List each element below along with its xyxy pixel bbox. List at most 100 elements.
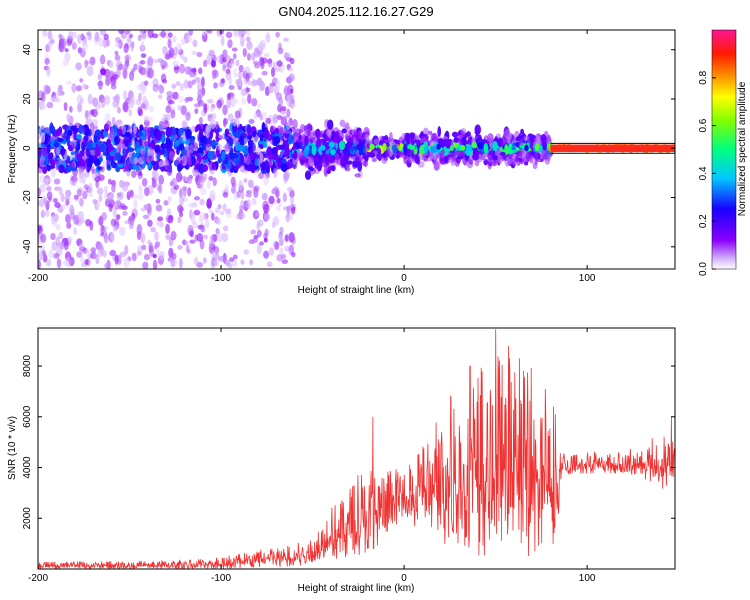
spectrogram-cell bbox=[250, 163, 256, 173]
spectrogram-cell bbox=[38, 128, 42, 140]
spectrogram-cell bbox=[369, 143, 375, 150]
spectrogram-cell bbox=[70, 125, 75, 132]
spectrogram-cell bbox=[242, 145, 249, 156]
spectrogram-cell bbox=[132, 194, 139, 200]
spectrogram-cell bbox=[72, 31, 78, 39]
spectrogram-cell bbox=[160, 143, 166, 150]
spectrogram-cell bbox=[122, 148, 127, 156]
spectrogram-cell bbox=[60, 133, 66, 138]
spectrogram-cell bbox=[156, 153, 161, 160]
spectrogram-cell bbox=[474, 160, 480, 167]
spectrogram-cell bbox=[177, 216, 182, 224]
spectrogram-cell bbox=[154, 231, 159, 241]
spectrogram-cell bbox=[158, 251, 165, 260]
spectrogram-cell bbox=[354, 156, 359, 165]
spectrogram-cell bbox=[247, 80, 252, 86]
spectrogram-cell bbox=[211, 69, 218, 75]
spectrogram-cell bbox=[83, 135, 89, 142]
spectrogram-cell bbox=[327, 119, 334, 130]
spectrogram-cell bbox=[247, 134, 253, 141]
spectrogram-cell bbox=[224, 184, 230, 189]
spectrogram-cell bbox=[254, 63, 260, 69]
spectrogram-cell bbox=[41, 91, 46, 102]
spectrogram-cell bbox=[100, 68, 107, 76]
spectrogram-cell bbox=[44, 58, 50, 65]
spectrogram-cell bbox=[137, 34, 142, 42]
snr-x-tick-label: -100 bbox=[211, 573, 231, 584]
spectrogram-cell bbox=[38, 147, 42, 157]
spectrogram-cell bbox=[52, 198, 58, 203]
spectrogram-cell bbox=[474, 124, 481, 136]
spectrogram-cell bbox=[46, 144, 51, 154]
spectrogram-cell bbox=[257, 103, 262, 109]
spectrogram-cell bbox=[90, 149, 96, 156]
spectrogram-cell bbox=[222, 203, 227, 212]
spectrogram-cell bbox=[203, 103, 208, 114]
spectrogram-cell bbox=[263, 203, 270, 214]
snr-series-line bbox=[38, 329, 675, 569]
spectrogram-cell bbox=[540, 152, 546, 162]
spectrogram-cell bbox=[117, 191, 125, 200]
spectrogram-cell bbox=[290, 195, 295, 205]
spectrogram-cell bbox=[130, 41, 135, 48]
spectrogram-cell bbox=[102, 130, 109, 138]
spectrogram-cell bbox=[208, 240, 214, 249]
colorbar-tick-label: 0.8 bbox=[698, 70, 709, 84]
spectrogram-cell bbox=[324, 142, 330, 150]
spectrogram-cell bbox=[170, 230, 177, 241]
spectrogram-cell bbox=[198, 215, 203, 224]
spectrogram-cell bbox=[218, 134, 225, 139]
spectrogram-cell bbox=[64, 48, 69, 53]
spectrogram-cell bbox=[524, 144, 529, 152]
spectrogram-cell bbox=[477, 153, 483, 163]
spectrogram-cell bbox=[244, 154, 252, 166]
spectrogram-cell bbox=[140, 150, 146, 162]
spectrogram-cell bbox=[45, 258, 52, 267]
spectrogram-cell bbox=[225, 261, 231, 267]
spectrogram-cell bbox=[98, 215, 104, 227]
spectrogram-cell bbox=[78, 242, 84, 252]
spectrogram-cell bbox=[214, 261, 219, 267]
spectrogram-cell bbox=[38, 224, 41, 236]
spectrogram-cell bbox=[152, 84, 159, 92]
spectrogram-cell bbox=[138, 65, 143, 74]
spectrogram-cell bbox=[114, 199, 121, 207]
spectrogram-cell bbox=[205, 218, 210, 229]
spectrogram-cell bbox=[230, 176, 236, 186]
spectrogram-cell bbox=[64, 195, 71, 201]
spectrogram-cell bbox=[105, 75, 111, 87]
spectrogram-cell bbox=[260, 61, 265, 70]
spectrogram-cell bbox=[135, 147, 141, 154]
spectrogram-cell bbox=[201, 164, 209, 173]
spectrogram-cell bbox=[161, 79, 168, 84]
spectrogram-cell bbox=[99, 54, 106, 65]
spectrogram-cell bbox=[257, 49, 262, 58]
spectrogram-cell bbox=[155, 219, 161, 227]
spectrogram-cell bbox=[240, 190, 245, 200]
spectrogram-cell bbox=[511, 146, 516, 151]
spectrogram-cell bbox=[142, 95, 148, 106]
spectrogram-cell bbox=[286, 121, 291, 130]
spectrogram-cell bbox=[124, 220, 131, 225]
spectrogram-cell bbox=[46, 66, 51, 77]
spectrogram-cell bbox=[245, 199, 252, 210]
spectrogram-cell bbox=[540, 133, 547, 143]
spectrogram-cell bbox=[256, 243, 262, 255]
spectrogram-cell bbox=[123, 62, 129, 71]
spectrogram-cell bbox=[121, 124, 127, 135]
spectrogram-cell bbox=[60, 148, 66, 156]
spectrogram-cell bbox=[546, 135, 552, 144]
spectrogram-cell bbox=[238, 179, 243, 190]
spectrogram-cell bbox=[192, 169, 199, 177]
spectrogram-cell bbox=[265, 117, 272, 125]
spectrogram-cell bbox=[192, 142, 198, 149]
spectrogram-cell bbox=[133, 157, 139, 165]
spectrogram-cell bbox=[234, 110, 241, 119]
spectrogram-cell bbox=[238, 64, 244, 73]
snr-panel: -200 -100 0 100 2000 4000 6000 8000 Height of s… bbox=[7, 327, 676, 594]
figure-title: GN04.2025.112.16.27.G29 bbox=[278, 4, 433, 19]
spectrogram-cell bbox=[427, 152, 432, 158]
snr-y-tick-label: 6000 bbox=[22, 405, 33, 428]
spectrogram-cell bbox=[110, 218, 117, 227]
